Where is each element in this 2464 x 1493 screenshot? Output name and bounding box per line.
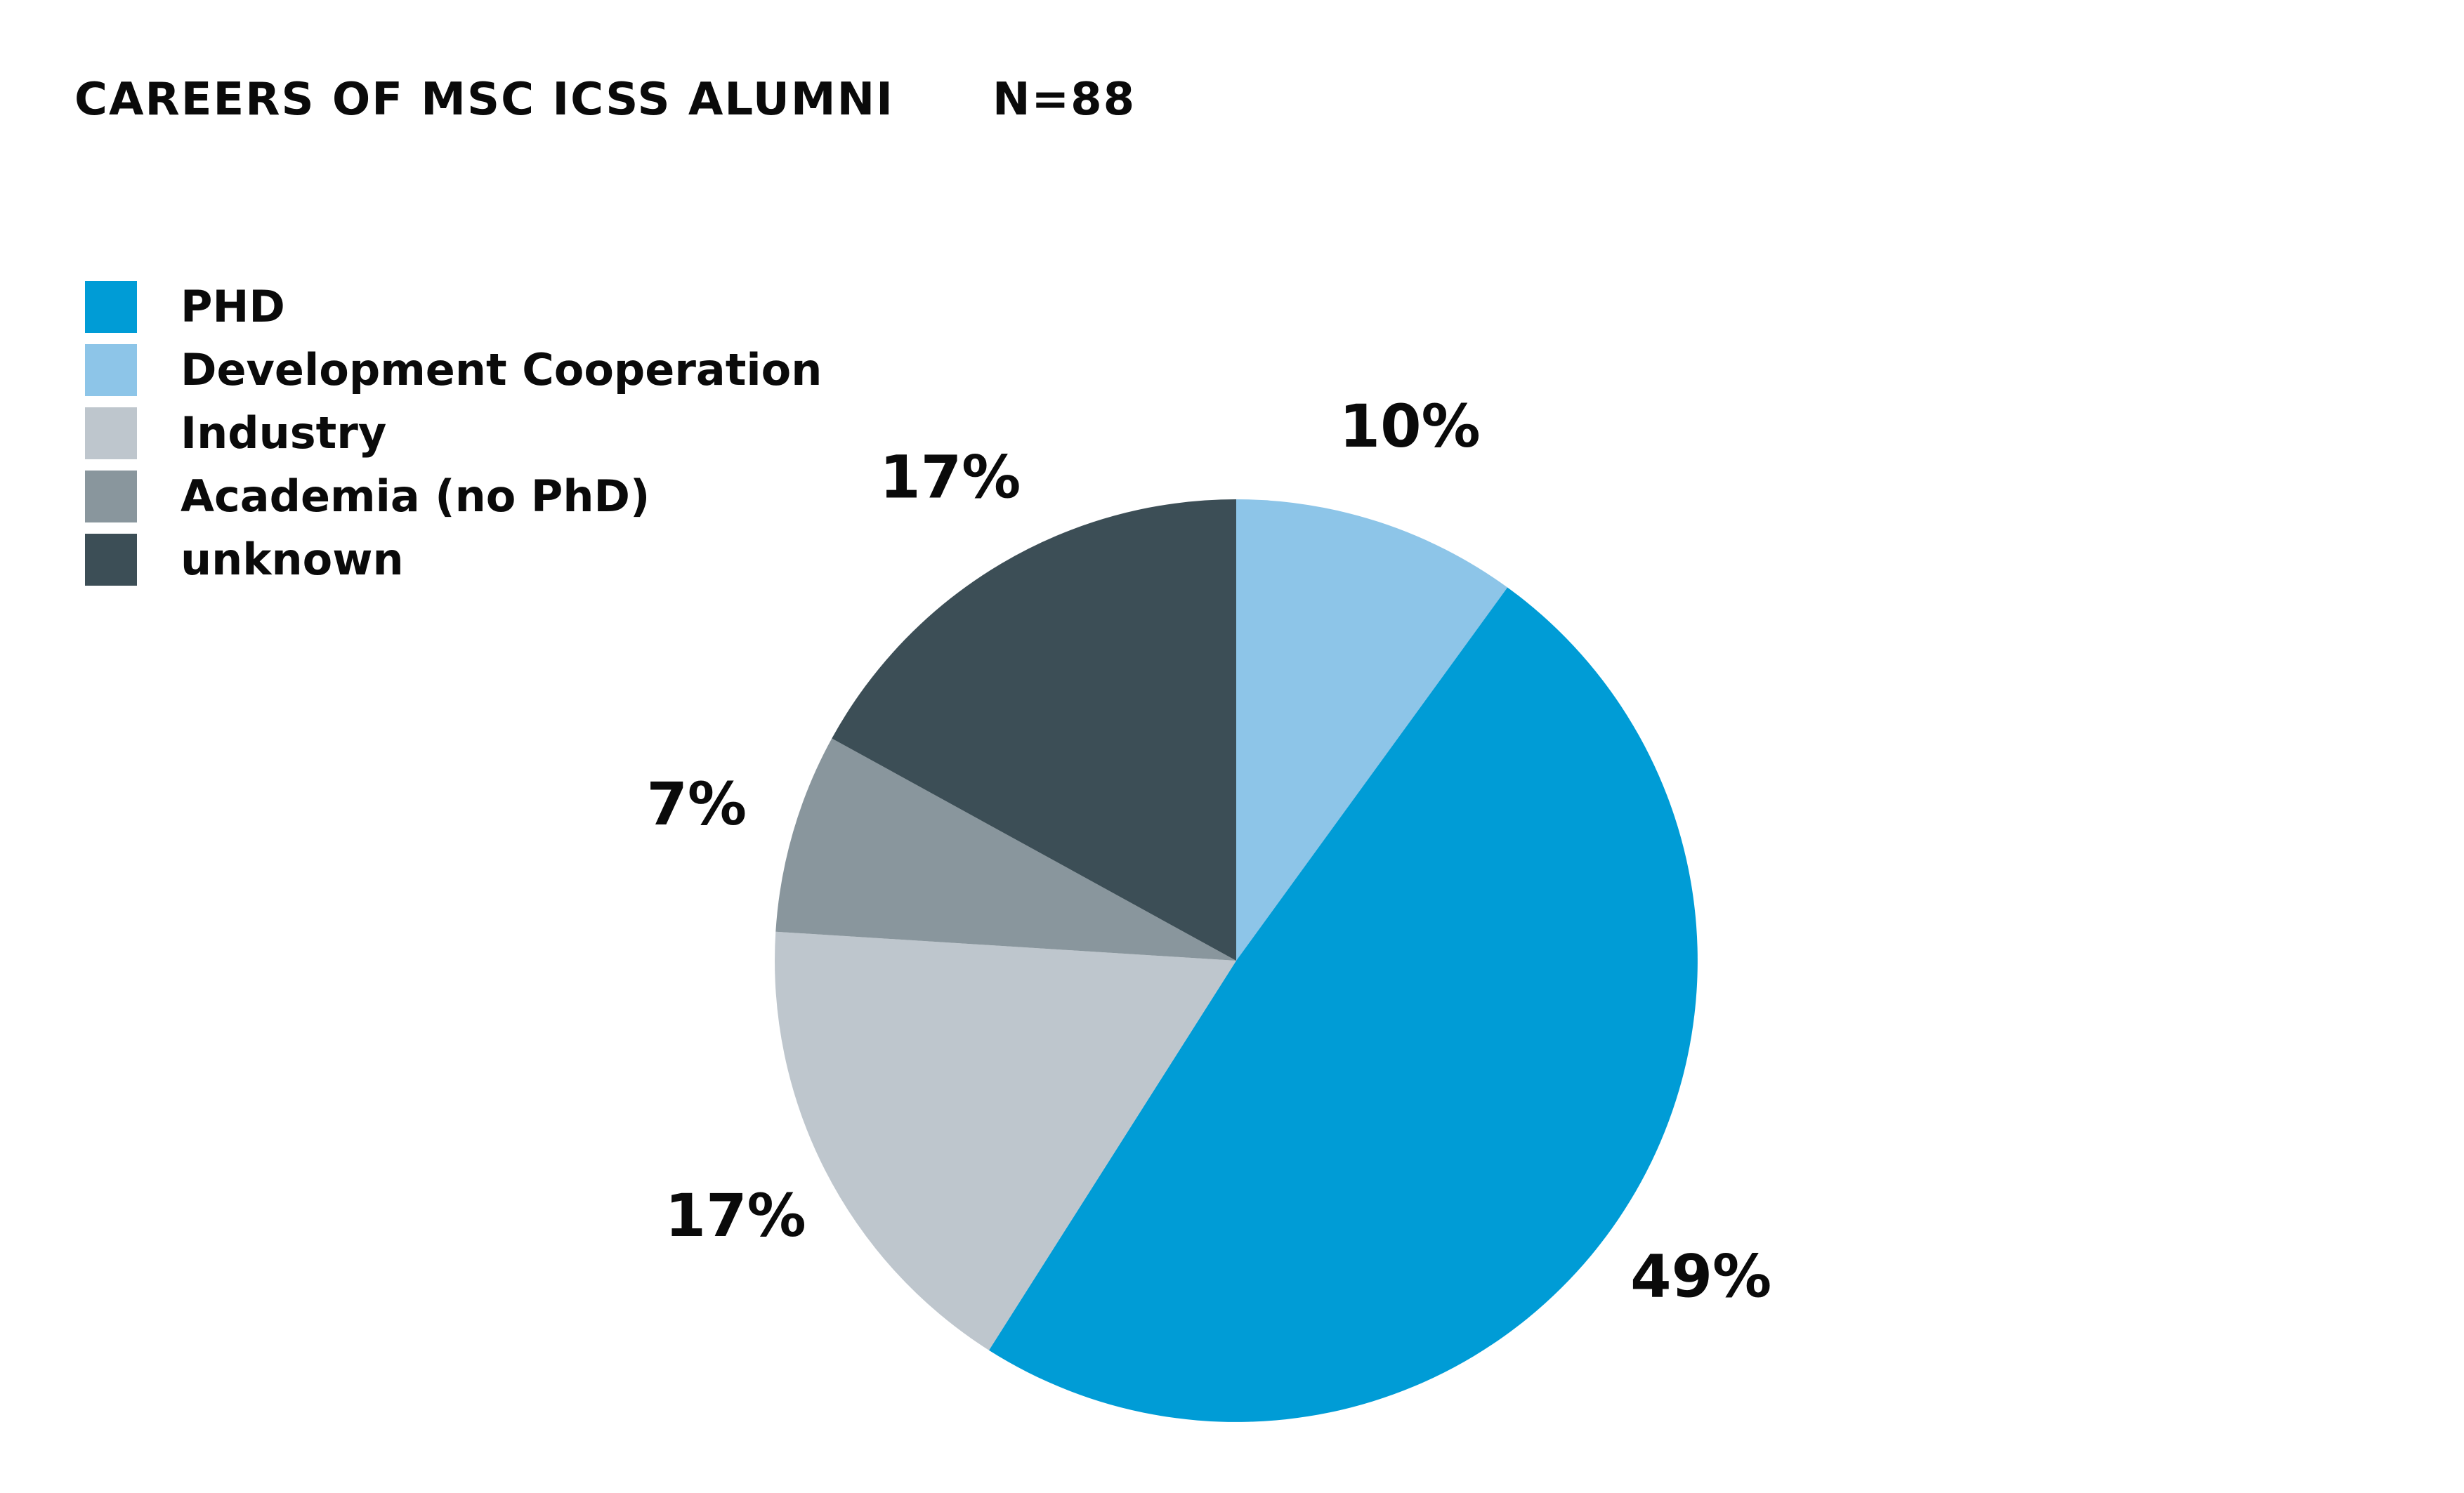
- pie-slice-academia-no-phd: [775, 738, 1236, 961]
- legend-swatch-unknown: [85, 534, 137, 586]
- legend-item-unknown: unknown: [85, 534, 404, 586]
- pie-value-label-industry: 17%: [665, 1181, 806, 1250]
- legend-swatch-industry: [85, 407, 137, 459]
- legend-label-academia: Academia (no PhD): [181, 471, 650, 522]
- chart-title: CAREERS OF MSC ICSS ALUMNI: [74, 74, 894, 126]
- pie-slice-phd: [988, 587, 1698, 1422]
- sample-size-label: N=88: [992, 74, 1136, 126]
- pie-value-label-unknown: 17%: [879, 442, 1021, 511]
- pie-slice-industry: [775, 931, 1236, 1350]
- legend-swatch-phd: [85, 281, 137, 333]
- legend-swatch-development-cooperation: [85, 344, 137, 396]
- pie-value-label-academia-no-phd: 7%: [646, 770, 747, 838]
- pie-value-label-phd: 49%: [1630, 1242, 1771, 1311]
- legend-item-academia: Academia (no PhD): [85, 471, 650, 522]
- legend-item-phd: PHD: [85, 281, 285, 333]
- legend-swatch-academia: [85, 471, 137, 522]
- legend-item-development-cooperation: Development Cooperation: [85, 344, 822, 396]
- legend-label-development-cooperation: Development Cooperation: [181, 344, 823, 395]
- legend-label-industry: Industry: [181, 407, 387, 459]
- pie-value-label-development-cooperation: 10%: [1339, 392, 1481, 461]
- legend-label-phd: PHD: [181, 281, 285, 332]
- legend-label-unknown: unknown: [181, 534, 404, 585]
- chart-title-row: CAREERS OF MSC ICSS ALUMNI N=88: [74, 65, 1136, 135]
- pie-slice-unknown: [832, 499, 1236, 961]
- legend-item-industry: Industry: [85, 407, 386, 459]
- pie-slice-development-cooperation: [1236, 499, 1508, 961]
